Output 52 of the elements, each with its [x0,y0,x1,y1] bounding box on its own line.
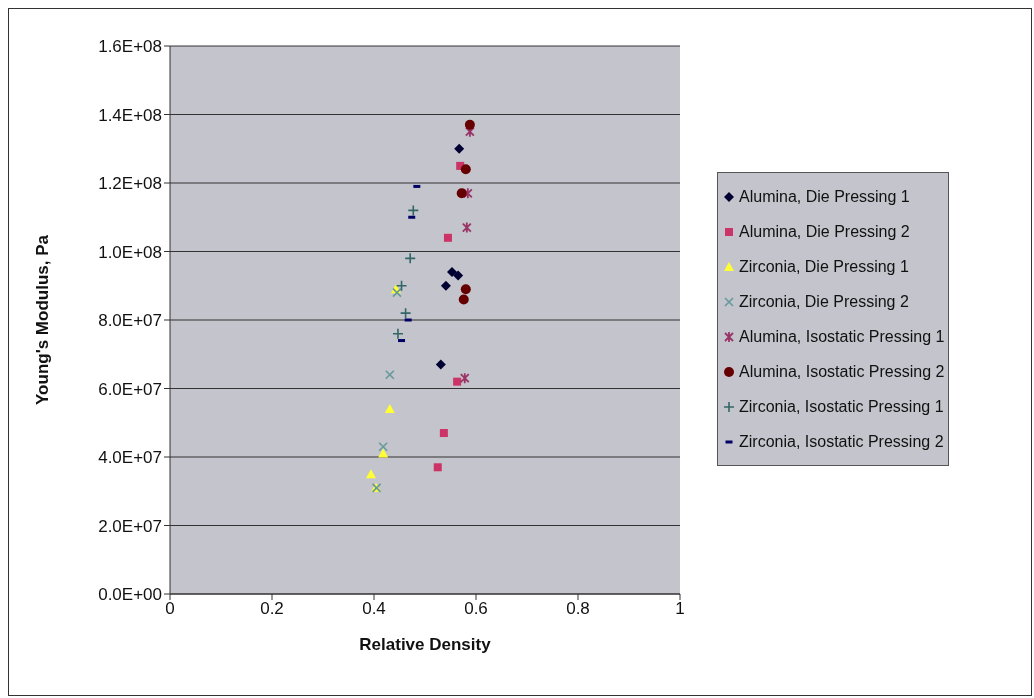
legend-label: Alumina, Isostatic Pressing 1 [739,327,945,346]
x-axis-title: Relative Density [359,635,492,654]
point [464,119,475,130]
y-tick-label: 4.0E+07 [98,448,162,468]
point [392,327,404,340]
legend-label: Zirconia, Die Pressing 1 [739,257,909,276]
point [399,307,412,319]
legend-label: Zirconia, Die Pressing 2 [739,292,909,311]
point [461,221,472,234]
y-axis-title: Young's Modulus, Pa [33,234,53,405]
point [435,359,446,370]
point [458,294,469,305]
point [443,233,452,242]
x-tick-label: 0.8 [566,599,590,619]
point [407,204,420,217]
point [378,441,388,452]
point [365,469,376,479]
point [453,377,462,386]
point [385,370,395,380]
y-tick-label: 0.0E+00 [98,585,162,605]
point [395,279,408,292]
legend-label: Alumina, Die Pressing 1 [739,187,910,206]
legend-label: Zirconia, Isostatic Pressing 2 [739,432,944,451]
point [460,164,471,175]
point [460,284,471,295]
point [433,463,442,472]
x-tick-label: 1 [675,599,685,619]
y-tick-label: 2.0E+07 [98,516,162,536]
y-tick-label: 6.0E+07 [98,379,162,399]
point [378,448,389,458]
y-tick-label: 1.0E+08 [98,242,162,262]
x-tick-label: 0.4 [362,599,386,619]
point [453,270,464,281]
x-tick-label: 0.6 [464,599,488,619]
legend-label: Alumina, Die Pressing 2 [739,222,910,241]
point [439,429,448,438]
point [440,280,451,291]
legend-label: Zirconia, Isostatic Pressing 1 [739,397,944,416]
x-tick-label: 0.2 [260,599,284,619]
point [454,143,465,154]
point [459,372,470,385]
y-tick-label: 1.6E+08 [98,37,162,57]
point [404,252,417,265]
x-tick-label: 0 [165,599,175,619]
y-tick-label: 8.0E+07 [98,311,162,331]
point [456,188,467,199]
point [447,267,458,278]
y-tick-label: 1.2E+08 [98,174,162,194]
point [384,404,395,414]
legend-label: Alumina, Isostatic Pressing 2 [739,362,945,381]
point [392,287,402,298]
y-tick-label: 1.4E+08 [98,105,162,125]
